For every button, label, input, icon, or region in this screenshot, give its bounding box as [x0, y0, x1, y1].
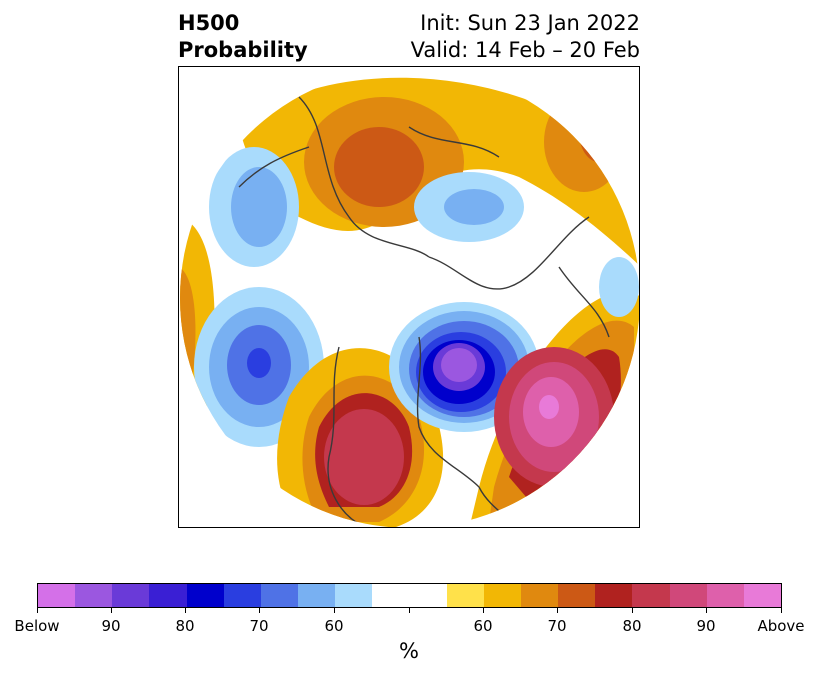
colorbar-segment	[260, 584, 299, 607]
init-time: Init: Sun 23 Jan 2022	[420, 11, 640, 35]
title-right: Init: Sun 23 Jan 2022 Valid: 14 Feb – 20…	[411, 10, 640, 64]
warm-peak-north	[334, 127, 424, 207]
colorbar-segment	[483, 584, 522, 607]
map-frame	[178, 66, 640, 528]
colorbar-segment	[38, 584, 76, 607]
colorbar-tick-label: 80	[175, 617, 195, 635]
colorbar-tick-label: 70	[547, 617, 567, 635]
colorbar-segment	[632, 584, 670, 607]
colorbar-tick	[557, 608, 558, 613]
colorbar-segment	[186, 584, 224, 607]
title-subtitle: Probability	[178, 38, 308, 62]
probability-map	[180, 68, 639, 527]
colorbar-tick	[37, 608, 38, 613]
colorbar-segment	[335, 584, 373, 607]
colorbar-segment	[149, 584, 187, 607]
colorbar-tick-label: 80	[622, 617, 642, 635]
colorbar-tick	[259, 608, 260, 613]
title-variable: H500	[178, 11, 240, 35]
colorbar-segment	[75, 584, 113, 607]
colorbar-segment	[706, 584, 744, 607]
colorbar-tick-label: 60	[324, 617, 344, 635]
colorbar-tick	[706, 608, 707, 613]
colorbar-tick-label: 70	[249, 617, 269, 635]
colorbar-tick	[409, 608, 410, 613]
colorbar-tick-label: 90	[696, 617, 716, 635]
colorbar-segment	[558, 584, 596, 607]
colorbar-segment	[112, 584, 150, 607]
colorbar	[37, 583, 782, 608]
colorbar-segment	[669, 584, 707, 607]
colorbar-segment	[372, 584, 447, 607]
colorbar-tick	[483, 608, 484, 613]
colorbar-segment	[298, 584, 336, 607]
colorbar-tick-label: Above	[757, 617, 805, 635]
colorbar-tick-label: Below	[14, 617, 60, 635]
coastlines	[238, 96, 610, 527]
colorbar-segment	[446, 584, 484, 607]
colorbar-segment	[521, 584, 559, 607]
colorbar-tick-label: 60	[473, 617, 493, 635]
colorbar-segment	[743, 584, 782, 607]
colorbar-unit-label: %	[399, 639, 419, 663]
colorbar-tick-label: 90	[101, 617, 121, 635]
title-left: H500 Probability	[178, 10, 308, 64]
colorbar-tick	[781, 608, 782, 613]
colorbar-tick	[632, 608, 633, 613]
colorbar-segment	[223, 584, 261, 607]
colorbar-tick	[334, 608, 335, 613]
colorbar-tick	[111, 608, 112, 613]
colorbar-tick	[185, 608, 186, 613]
colorbar-segment	[595, 584, 633, 607]
valid-range: Valid: 14 Feb – 20 Feb	[410, 38, 640, 62]
